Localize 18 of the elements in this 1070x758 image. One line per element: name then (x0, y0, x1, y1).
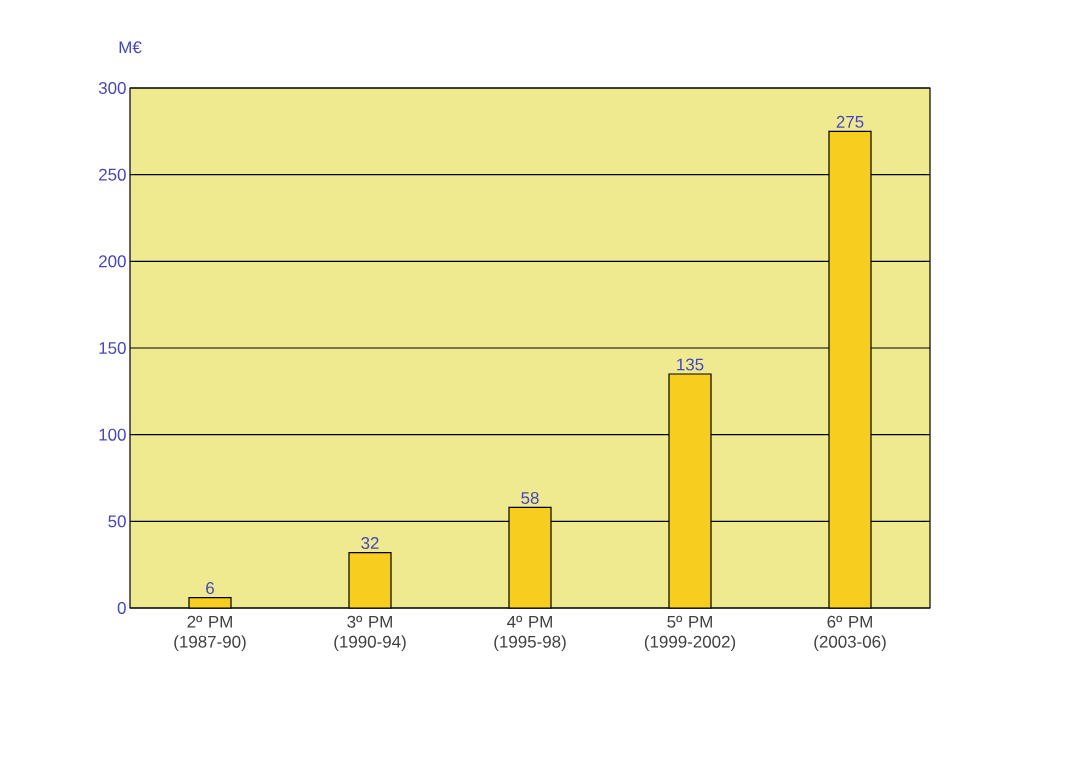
data-label: 6 (206, 582, 214, 595)
y-tick-label: 200 (99, 255, 126, 268)
data-label: 32 (361, 537, 379, 550)
data-label: 58 (521, 491, 539, 504)
y-tick-label: 300 (98, 82, 126, 94)
data-label: 275 (836, 115, 864, 128)
x-tick-label: 2º PM (1987-90) (174, 615, 246, 652)
y-tick-label: 100 (99, 428, 126, 441)
y-tick-label: 150 (99, 342, 126, 354)
y-tick-label: 50 (108, 515, 126, 528)
data-label: 135 (677, 358, 704, 371)
x-tick-label: 4º PM (1995-98) (494, 615, 566, 652)
y-tick-label: 0 (117, 602, 126, 614)
x-tick-label: 5º PM (1999-2002) (644, 615, 736, 652)
y-axis-title: M€ (119, 41, 142, 54)
y-tick-label: 250 (99, 168, 126, 181)
x-tick-label: 6º PM (2003-06) (814, 615, 886, 652)
x-tick-label: 3º PM (1990-94) (334, 615, 406, 652)
